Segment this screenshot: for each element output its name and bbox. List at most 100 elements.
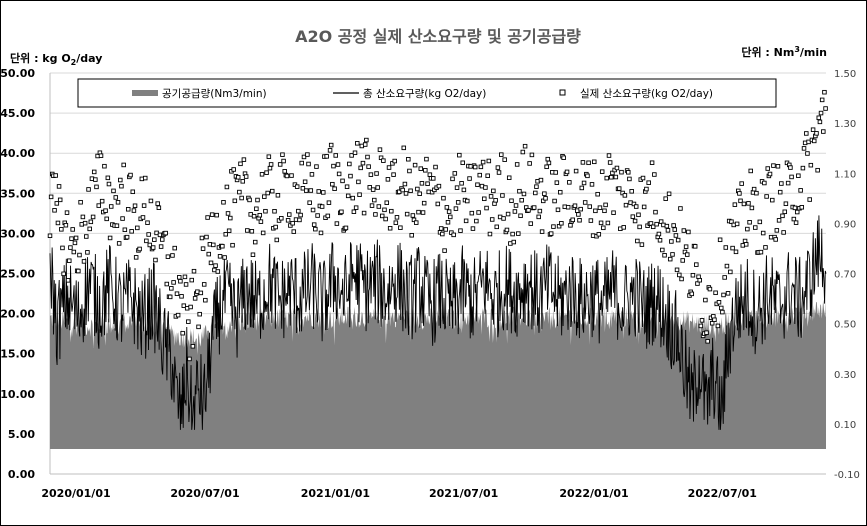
actual-oxygen-point-69 [125,207,131,212]
actual-oxygen-point-542 [662,253,667,258]
actual-oxygen-point-278 [362,142,368,147]
actual-oxygen-point-309 [398,225,403,230]
actual-oxygen-point-267 [350,195,356,201]
actual-oxygen-point-150 [217,254,223,259]
actual-oxygen-point-65 [121,162,126,168]
actual-oxygen-point-302 [390,161,395,166]
actual-oxygen-point-552 [673,233,679,238]
actual-oxygen-point-347 [441,195,446,201]
actual-oxygen-point-622 [753,225,758,230]
actual-oxygen-point-323 [413,220,419,225]
actual-oxygen-point-277 [361,210,367,216]
actual-oxygen-point-386 [485,173,490,178]
actual-oxygen-point-393 [493,198,498,203]
actual-oxygen-point-598 [725,291,731,296]
actual-oxygen-point-489 [602,208,607,214]
actual-oxygen-point-72 [129,229,134,234]
actual-oxygen-point-181 [252,239,258,245]
actual-oxygen-point-162 [231,167,236,172]
actual-oxygen-point-372 [469,210,475,216]
actual-oxygen-point-192 [265,190,270,196]
actual-oxygen-point-464 [573,168,579,174]
actual-oxygen-point-618 [748,168,753,174]
actual-oxygen-point-429 [534,184,539,189]
actual-oxygen-point-48 [102,163,107,169]
right-axis-unit-sup: 3 [794,45,800,54]
actual-oxygen-point-213 [289,173,294,178]
actual-oxygen-point-649 [783,201,789,206]
actual-oxygen-point-91 [150,245,156,250]
actual-oxygen-point-414 [517,188,522,194]
actual-oxygen-point-98 [158,244,164,249]
actual-oxygen-point-544 [664,223,670,229]
actual-oxygen-point-562 [684,252,690,257]
actual-oxygen-point-343 [436,183,442,189]
right-tick-label-0: -0.10 [834,470,860,481]
actual-oxygen-point-416 [519,197,524,203]
actual-oxygen-point-432 [537,208,543,214]
actual-oxygen-point-116 [179,294,184,299]
actual-oxygen-point-551 [672,227,678,232]
actual-oxygen-point-567 [690,272,696,278]
actual-oxygen-point-156 [224,184,230,190]
total-oxygen-line [49,215,827,430]
actual-oxygen-point-553 [674,267,680,273]
actual-oxygen-point-324 [415,186,420,192]
actual-oxygen-point-360 [455,200,461,205]
actual-oxygen-point-352 [446,209,452,214]
actual-oxygen-point-578 [703,297,708,303]
actual-oxygen-point-133 [198,290,204,296]
actual-oxygen-point-185 [257,212,263,218]
actual-oxygen-point-497 [611,210,616,215]
actual-oxygen-point-56 [111,188,116,194]
actual-oxygen-point-493 [606,153,612,158]
actual-oxygen-point-681 [819,97,825,103]
actual-oxygen-point-316 [406,156,411,162]
actual-oxygen-point-364 [460,160,465,166]
actual-oxygen-point-606 [734,221,740,227]
actual-oxygen-point-104 [165,254,171,259]
actual-oxygen-point-157 [225,211,231,216]
actual-oxygen-point-621 [751,186,757,192]
actual-oxygen-point-496 [610,170,615,176]
actual-oxygen-point-209 [284,173,290,179]
actual-oxygen-point-193 [266,154,272,159]
actual-oxygen-point-108 [170,253,175,258]
air-supply-area-layer [50,298,826,449]
actual-oxygen-point-433 [538,177,544,183]
actual-oxygen-point-289 [375,185,380,190]
actual-oxygen-point-20 [70,227,75,232]
actual-oxygen-point-335 [427,172,433,177]
actual-oxygen-point-484 [596,232,602,237]
actual-oxygen-point-396 [496,170,502,175]
actual-oxygen-point-458 [567,180,572,185]
actual-oxygen-point-68 [124,234,130,240]
actual-oxygen-point-51 [105,175,111,181]
actual-oxygen-point-517 [633,204,639,209]
actual-oxygen-point-415 [518,213,523,219]
actual-oxygen-point-539 [658,219,664,224]
actual-oxygen-point-425 [529,152,535,158]
actual-oxygen-point-643 [776,218,782,223]
actual-oxygen-point-303 [391,172,396,177]
legend-box [77,78,777,108]
actual-oxygen-point-286 [372,197,377,203]
actual-oxygen-point-514 [630,214,636,219]
actual-oxygen-point-550 [671,223,676,228]
actual-oxygen-point-288 [374,171,379,176]
left-tick-label-8: 40.00 [0,147,35,160]
actual-oxygen-point-654 [789,174,794,180]
actual-oxygen-point-245 [325,213,331,219]
actual-oxygen-point-176 [247,197,252,203]
actual-oxygen-point-566 [689,291,695,297]
actual-oxygen-point-230 [308,188,314,193]
actual-oxygen-point-58 [113,195,119,200]
actual-oxygen-point-312 [401,145,407,151]
actual-oxygen-point-356 [451,232,456,238]
actual-oxygen-point-126 [190,344,196,349]
actual-oxygen-point-571 [695,281,700,286]
right-tick-label-7: 1.30 [834,119,856,130]
actual-oxygen-point-658 [793,220,799,225]
actual-oxygen-point-314 [403,191,409,196]
actual-oxygen-point-74 [131,208,137,213]
